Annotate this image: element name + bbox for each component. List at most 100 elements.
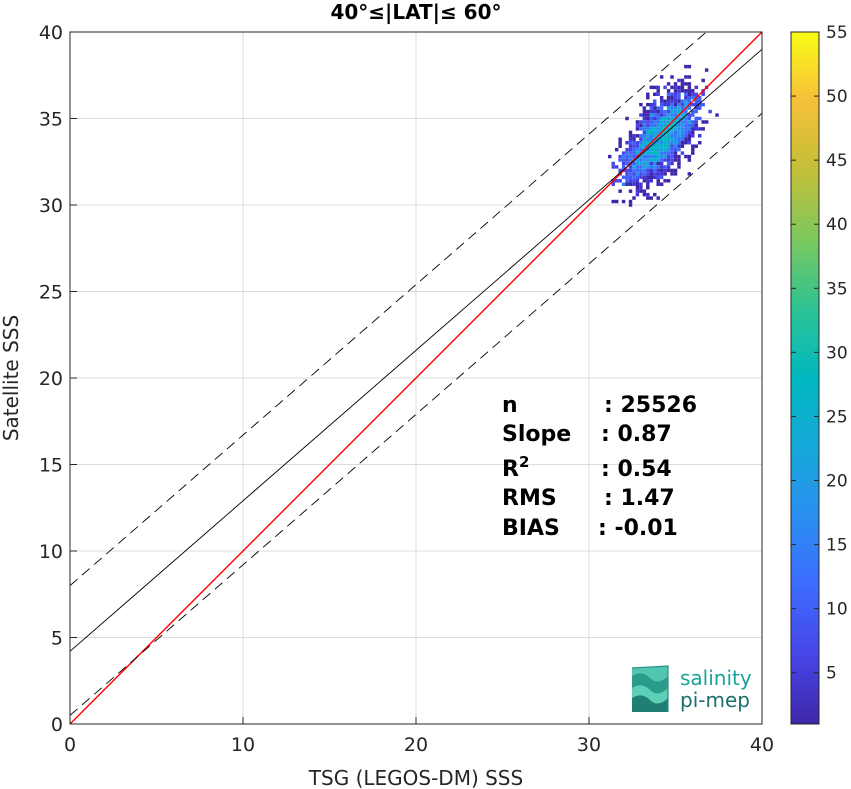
density-cell — [666, 99, 671, 103]
density-cell — [684, 96, 688, 100]
density-cell — [673, 85, 678, 90]
stat-value-1: : 0.87 — [601, 422, 672, 447]
density-cell — [673, 134, 678, 138]
density-cell — [663, 151, 667, 155]
density-cell — [656, 123, 660, 128]
density-cell — [666, 109, 671, 114]
density-cell — [649, 147, 654, 152]
density-cell — [642, 123, 647, 128]
y-ticks: 0 5 10 15 20 25 30 35 40 — [39, 22, 77, 736]
density-cell — [680, 82, 685, 86]
y-tick-label-8: 40 — [39, 22, 63, 44]
wave-logo-icon — [631, 665, 669, 712]
density-cell — [677, 89, 681, 93]
cb-tick-label-1: 10 — [826, 600, 848, 620]
density-cell — [632, 168, 636, 173]
density-cell — [649, 151, 654, 155]
density-cell — [628, 175, 633, 180]
density-cell — [670, 161, 674, 166]
density-cell — [670, 102, 674, 107]
density-cell — [639, 154, 643, 159]
density-cell — [642, 109, 647, 114]
density-cell — [646, 172, 650, 176]
density-cell — [646, 192, 650, 197]
density-cell — [635, 123, 640, 128]
density-cell — [663, 85, 667, 90]
density-cell — [670, 144, 674, 148]
density-cell — [642, 130, 647, 135]
density-cell — [687, 85, 692, 90]
density-cell — [653, 161, 657, 166]
density-cell — [694, 120, 698, 124]
density-cell — [694, 116, 698, 121]
x-tick-label-1: 10 — [231, 734, 255, 756]
density-cell — [649, 137, 654, 141]
density-cell — [639, 134, 643, 138]
density-cell — [677, 161, 681, 166]
density-cell — [701, 102, 705, 107]
density-cell — [628, 158, 633, 162]
density-cell — [684, 137, 688, 141]
density-cell — [659, 123, 664, 128]
density-cell — [691, 96, 695, 100]
colorbar — [790, 31, 820, 725]
stat-value-3: : 1.47 — [604, 486, 675, 511]
density-cell — [666, 165, 671, 169]
density-cell — [677, 147, 681, 152]
density-cell — [701, 120, 705, 124]
density-cell — [625, 182, 629, 186]
density-cell — [618, 144, 622, 148]
density-cell — [639, 168, 643, 173]
cb-tick-label-9: 50 — [826, 87, 848, 107]
chart-title: 40°≤|LAT|≤ 60° — [330, 0, 501, 24]
density-cell — [677, 116, 681, 121]
density-cell — [653, 127, 657, 131]
density-cell — [653, 154, 657, 159]
y-tick-label-3: 15 — [39, 455, 63, 477]
density-cell — [635, 140, 640, 145]
density-cell — [659, 113, 664, 117]
density-cell — [656, 109, 660, 114]
density-cell — [673, 120, 678, 124]
density-cell — [649, 130, 654, 135]
cb-tick-label-6: 35 — [826, 279, 848, 299]
upper-bound-line — [70, 32, 708, 586]
density-cell — [680, 123, 685, 128]
density-cell — [639, 185, 643, 190]
density-cell — [646, 137, 650, 141]
density-cell — [628, 137, 633, 141]
density-cell — [687, 82, 692, 86]
stat-label-0: n — [502, 393, 518, 418]
density-cell — [639, 113, 643, 117]
density-cell — [642, 189, 647, 193]
density-cell — [680, 85, 685, 90]
density-cell — [670, 106, 674, 110]
density-cell — [687, 127, 692, 131]
density-cell — [670, 158, 674, 162]
density-cell — [646, 161, 650, 166]
density-cell — [659, 147, 664, 152]
density-cell — [608, 154, 612, 159]
cb-tick-label-4: 25 — [826, 407, 848, 427]
density-cell — [697, 127, 702, 131]
density-cell — [646, 140, 650, 145]
density-cell — [687, 172, 692, 176]
density-cell — [684, 130, 688, 135]
density-cell — [621, 158, 626, 162]
density-cell — [635, 172, 640, 176]
stat-sup: 2 — [519, 453, 529, 471]
density-cell — [691, 147, 695, 152]
density-cell — [632, 147, 636, 152]
density-cell — [621, 175, 626, 180]
density-cell — [673, 144, 678, 148]
density-cell — [642, 120, 647, 124]
y-tick-label-1: 5 — [51, 628, 63, 650]
density-cell — [697, 96, 702, 100]
density-cell — [625, 140, 629, 145]
density-cell — [677, 106, 681, 110]
density-cell — [653, 158, 657, 162]
salinity-pi-mep-logo: salinity pi-mep — [631, 665, 752, 712]
density-cell — [666, 154, 671, 159]
x-tick-label-3: 30 — [577, 734, 601, 756]
density-cell — [659, 161, 664, 166]
